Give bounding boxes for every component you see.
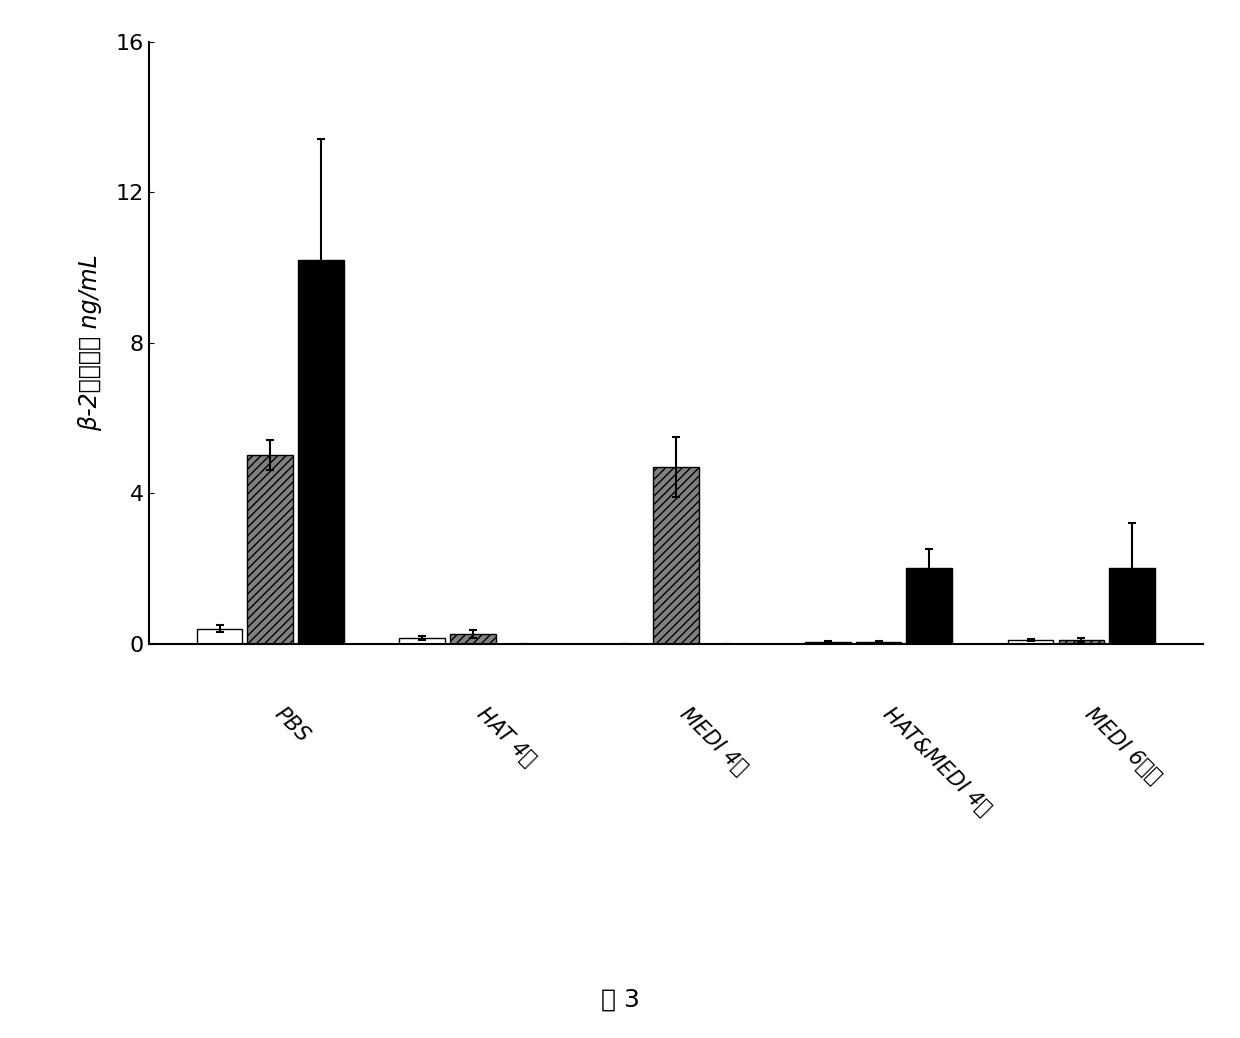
Text: MEDI 6个月: MEDI 6个月 — [1081, 704, 1166, 788]
Bar — [298, 260, 343, 644]
Bar — [805, 641, 851, 644]
Bar — [653, 467, 698, 644]
Bar — [450, 634, 496, 644]
Bar — [856, 641, 901, 644]
Bar — [248, 456, 293, 644]
Bar — [1110, 569, 1154, 644]
Bar — [399, 638, 445, 644]
Bar — [197, 629, 242, 644]
Text: HAT 4周: HAT 4周 — [472, 704, 539, 770]
Bar — [1059, 639, 1104, 644]
Bar — [906, 569, 952, 644]
Text: MEDI 4周: MEDI 4周 — [676, 704, 750, 778]
Y-axis label: β-2微球蛋白 ng/mL: β-2微球蛋白 ng/mL — [78, 254, 102, 431]
Text: PBS: PBS — [270, 704, 312, 746]
Bar — [1008, 639, 1054, 644]
Text: 图 3: 图 3 — [600, 988, 640, 1012]
Text: HAT&MEDI 4周: HAT&MEDI 4周 — [879, 704, 994, 819]
